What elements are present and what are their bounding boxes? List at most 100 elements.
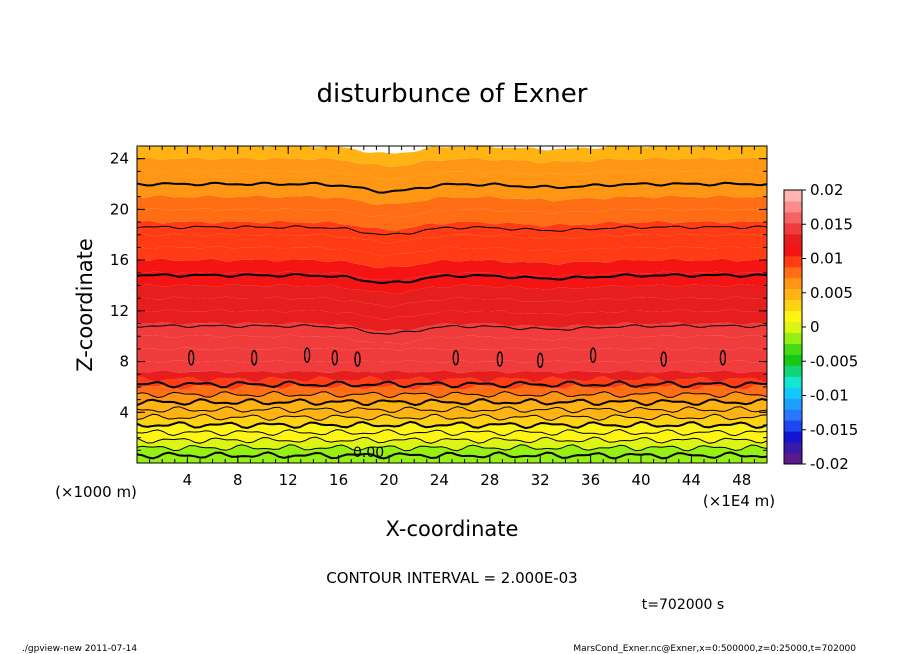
contour-interval-text: CONTOUR INTERVAL = 2.000E-03 bbox=[326, 569, 577, 587]
chart-title: disturbunce of Exner bbox=[317, 79, 588, 109]
color-band bbox=[137, 406, 767, 421]
colorbar-segment bbox=[784, 354, 802, 366]
closed-contour bbox=[187, 350, 195, 366]
colorbar-segment bbox=[784, 211, 802, 224]
x-tick-label: 24 bbox=[430, 471, 449, 489]
closed-contour bbox=[719, 350, 727, 366]
x-tick-label: 32 bbox=[531, 471, 550, 489]
colorbar-segment bbox=[784, 288, 802, 301]
y-tick-label: 8 bbox=[119, 353, 129, 371]
colorbar-segment bbox=[784, 343, 802, 355]
colorbar-tick-label: -0.02 bbox=[810, 455, 849, 473]
x-tick-label: 12 bbox=[279, 471, 298, 489]
contour-line bbox=[137, 420, 767, 430]
contour-label: 0.00 bbox=[353, 445, 384, 461]
color-band bbox=[137, 233, 767, 257]
contour-line bbox=[137, 225, 767, 236]
color-band bbox=[137, 157, 767, 180]
closed-contours bbox=[187, 347, 727, 368]
colorbar-segment bbox=[784, 431, 802, 443]
color-band bbox=[137, 296, 767, 320]
x-tick-label: 36 bbox=[581, 471, 600, 489]
colorbar-segment bbox=[784, 277, 802, 290]
color-band bbox=[137, 195, 767, 218]
closed-contour bbox=[496, 351, 504, 367]
color-band bbox=[137, 370, 767, 383]
color-band bbox=[137, 284, 767, 308]
y-tick-label: 12 bbox=[110, 302, 129, 320]
colorbar-segment bbox=[784, 310, 802, 323]
closed-contour bbox=[354, 351, 361, 367]
closed-contour bbox=[537, 352, 544, 368]
colorbar-segment bbox=[784, 266, 802, 279]
x-tick-label: 16 bbox=[329, 471, 348, 489]
x-tick-label: 20 bbox=[379, 471, 398, 489]
plot-area bbox=[137, 136, 767, 463]
colorbar-ticks: 0.02 0.015 0.01 0.005 0 -0.005 -0.01 -0.015 -0.0… bbox=[802, 181, 858, 473]
contour-line bbox=[137, 272, 767, 285]
color-band bbox=[137, 376, 767, 390]
contour-line bbox=[137, 397, 767, 407]
colorbar-segment bbox=[784, 244, 802, 257]
y-tick-label: 24 bbox=[110, 150, 129, 168]
colorbar-tick-label: 0.02 bbox=[810, 181, 843, 199]
color-band bbox=[137, 391, 767, 406]
colorbar-segment bbox=[784, 453, 802, 465]
color-band bbox=[137, 334, 767, 351]
colorbar-segment bbox=[784, 398, 802, 410]
contour-line bbox=[137, 181, 767, 194]
colorbar-segment bbox=[784, 321, 802, 333]
color-band bbox=[137, 360, 767, 374]
x-axis-ticks: 4 8 12 16 20 24 28 32 36 40 44 48 bbox=[149, 146, 755, 489]
contour-line bbox=[137, 428, 767, 437]
y-tick-label: 4 bbox=[119, 403, 129, 421]
x-tick-label: 4 bbox=[183, 471, 193, 489]
closed-contour bbox=[660, 351, 667, 367]
contour-line bbox=[137, 380, 767, 389]
colorbar-tick-label: 0.01 bbox=[810, 250, 843, 268]
color-band bbox=[137, 309, 767, 332]
colorbar bbox=[784, 190, 802, 465]
colorbar-segment bbox=[784, 222, 802, 235]
color-band bbox=[137, 182, 767, 205]
closed-contour bbox=[589, 347, 597, 363]
color-bands bbox=[137, 136, 767, 463]
color-band bbox=[137, 220, 767, 244]
contour-line bbox=[137, 444, 767, 452]
color-band bbox=[137, 136, 767, 146]
footer-left: ./gpview-new 2011-07-14 bbox=[22, 644, 137, 654]
colorbar-tick-label: -0.015 bbox=[810, 421, 858, 439]
colorbar-segment bbox=[784, 299, 802, 312]
y-tick-label: 16 bbox=[110, 251, 129, 269]
x-unit-label: (×1000 m) bbox=[55, 483, 137, 501]
color-band bbox=[137, 208, 767, 231]
colorbar-tick-label: -0.005 bbox=[810, 352, 858, 370]
colorbar-segment bbox=[784, 376, 802, 388]
colorbar-segment bbox=[784, 420, 802, 432]
colorbar-segment bbox=[784, 190, 802, 202]
color-band bbox=[137, 452, 767, 463]
colorbar-segment bbox=[784, 365, 802, 377]
x-axis-label: X-coordinate bbox=[386, 517, 519, 541]
x-tick-label: 8 bbox=[233, 471, 243, 489]
color-band bbox=[137, 258, 767, 281]
colorbar-segment bbox=[784, 233, 802, 246]
x-scale-note: (×1E4 m) bbox=[703, 492, 775, 510]
footer-right: MarsCond_Exner.nc@Exner,x=0:500000,z=0:2… bbox=[573, 644, 856, 654]
y-axis-ticks: 4 8 12 16 20 24 bbox=[110, 150, 767, 451]
contour-line bbox=[137, 390, 767, 399]
x-tick-label: 28 bbox=[480, 471, 499, 489]
colorbar-segment bbox=[784, 255, 802, 268]
colorbar-segment bbox=[784, 200, 802, 213]
colorbar-segment bbox=[784, 387, 802, 399]
closed-contour bbox=[452, 350, 459, 366]
colorbar-segment bbox=[784, 332, 802, 344]
closed-contour bbox=[331, 350, 339, 366]
x-tick-label: 40 bbox=[631, 471, 650, 489]
contour-line bbox=[137, 436, 767, 444]
contour-line bbox=[137, 413, 767, 421]
contour-line bbox=[137, 406, 767, 414]
colorbar-segment bbox=[784, 409, 802, 421]
color-band bbox=[137, 399, 767, 413]
